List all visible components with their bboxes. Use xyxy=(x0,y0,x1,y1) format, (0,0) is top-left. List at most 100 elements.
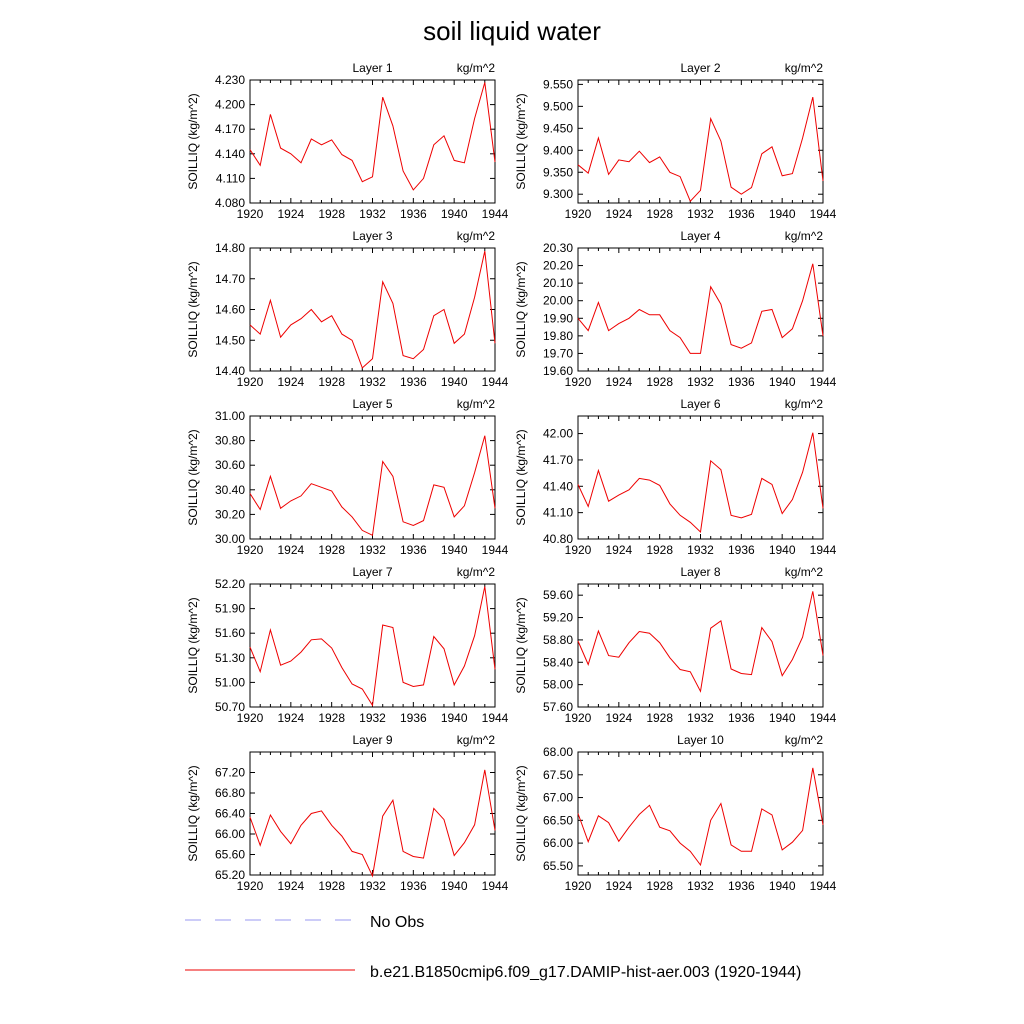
series-line xyxy=(577,767,824,867)
x-tick-label: 1932 xyxy=(687,711,714,725)
y-tick-label: 9.300 xyxy=(543,187,573,201)
y-tick-label: 58.00 xyxy=(543,678,573,692)
y-tick-label: 40.80 xyxy=(543,532,573,546)
x-tick-label: 1936 xyxy=(400,543,427,557)
y-tick-label: 65.50 xyxy=(543,859,573,873)
panel-layer-6: 1920 1924 1928 1932 1936 1940 1944 40.80 41.10 41… xyxy=(514,397,837,557)
plot-frame xyxy=(249,751,496,876)
x-tick-label: 1944 xyxy=(810,375,837,389)
panel-units: kg/m^2 xyxy=(457,229,496,243)
x-tick-label: 1944 xyxy=(482,543,509,557)
y-tick-label: 31.00 xyxy=(215,409,245,423)
y-tick-label: 66.00 xyxy=(215,827,245,841)
panel-title: Layer 10 xyxy=(677,733,724,747)
x-tick-label: 1920 xyxy=(237,711,264,725)
panel-units: kg/m^2 xyxy=(785,61,824,75)
y-tick-label: 19.70 xyxy=(543,346,573,360)
x-tick-label: 1924 xyxy=(605,711,632,725)
y-axis-label: SOILLIQ (kg/m^2) xyxy=(186,597,200,693)
y-tick-label: 58.40 xyxy=(543,655,573,669)
y-axis-label: SOILLIQ (kg/m^2) xyxy=(514,93,528,189)
x-tick-label: 1944 xyxy=(810,543,837,557)
y-axis-label: SOILLIQ (kg/m^2) xyxy=(186,93,200,189)
y-tick-label: 59.20 xyxy=(543,611,573,625)
y-tick-label: 4.170 xyxy=(215,122,245,136)
y-tick-label: 50.70 xyxy=(215,700,245,714)
x-tick-label: 1936 xyxy=(728,879,755,893)
x-tick-label: 1924 xyxy=(605,375,632,389)
x-tick-label: 1940 xyxy=(441,207,468,221)
y-tick-label: 9.450 xyxy=(543,121,573,135)
panel-units: kg/m^2 xyxy=(457,733,496,747)
y-tick-label: 14.40 xyxy=(215,364,245,378)
x-tick-label: 1920 xyxy=(565,879,592,893)
y-tick-label: 66.00 xyxy=(543,836,573,850)
y-tick-label: 66.40 xyxy=(215,807,245,821)
panel-units: kg/m^2 xyxy=(457,397,496,411)
y-axis-label: SOILLIQ (kg/m^2) xyxy=(186,765,200,861)
panel-layer-7: 1920 1924 1928 1932 1936 1940 1944 50.70 51.00 51… xyxy=(186,565,509,725)
series-line xyxy=(249,586,496,707)
y-tick-label: 65.20 xyxy=(215,868,245,882)
x-tick-label: 1936 xyxy=(728,543,755,557)
x-tick-label: 1936 xyxy=(400,711,427,725)
x-tick-label: 1920 xyxy=(565,543,592,557)
x-tick-label: 1940 xyxy=(769,879,796,893)
y-tick-label: 65.60 xyxy=(215,848,245,862)
x-tick-label: 1944 xyxy=(482,879,509,893)
series-line xyxy=(577,263,824,354)
panel-title: Layer 1 xyxy=(352,61,392,75)
panel-title: Layer 5 xyxy=(352,397,392,411)
x-tick-label: 1920 xyxy=(237,375,264,389)
x-tick-label: 1936 xyxy=(400,207,427,221)
panel-layer-9: 1920 1924 1928 1932 1936 1940 1944 65.20 65.60 66… xyxy=(186,733,509,893)
x-tick-label: 1928 xyxy=(318,375,345,389)
x-tick-label: 1936 xyxy=(728,207,755,221)
y-tick-label: 14.50 xyxy=(215,333,245,347)
y-axis-label: SOILLIQ (kg/m^2) xyxy=(514,597,528,693)
y-tick-label: 4.140 xyxy=(215,147,245,161)
panel-title: Layer 7 xyxy=(352,565,392,579)
panel-units: kg/m^2 xyxy=(457,61,496,75)
legend-label-model: b.e21.B1850cmip6.f09_g17.DAMIP-hist-aer.… xyxy=(370,964,801,981)
x-tick-label: 1936 xyxy=(400,879,427,893)
x-tick-label: 1928 xyxy=(646,879,673,893)
y-axis-label: SOILLIQ (kg/m^2) xyxy=(514,429,528,525)
legend: No Obs b.e21.B1850cmip6.f09_g17.DAMIP-hi… xyxy=(185,914,801,981)
y-tick-label: 41.10 xyxy=(543,506,573,520)
x-tick-label: 1944 xyxy=(482,207,509,221)
y-tick-label: 41.40 xyxy=(543,479,573,493)
x-tick-label: 1928 xyxy=(646,207,673,221)
x-tick-label: 1924 xyxy=(277,207,304,221)
panel-layer-3: 1920 1924 1928 1932 1936 1940 1944 14.40 14.50 14… xyxy=(186,229,509,389)
panel-title: Layer 9 xyxy=(352,733,392,747)
y-tick-label: 58.80 xyxy=(543,633,573,647)
y-tick-label: 30.80 xyxy=(215,434,245,448)
plot-frame xyxy=(577,415,824,540)
x-tick-label: 1928 xyxy=(646,375,673,389)
x-tick-label: 1920 xyxy=(565,375,592,389)
panels: 1920 1924 1928 1932 1936 1940 1944 4.080 4.110 4.… xyxy=(186,61,837,893)
x-tick-label: 1944 xyxy=(810,879,837,893)
y-tick-label: 4.080 xyxy=(215,196,245,210)
y-axis-label: SOILLIQ (kg/m^2) xyxy=(186,261,200,357)
y-axis-label: SOILLIQ (kg/m^2) xyxy=(514,261,528,357)
panel-title: Layer 8 xyxy=(680,565,720,579)
panel-title: Layer 2 xyxy=(680,61,720,75)
x-tick-label: 1936 xyxy=(728,711,755,725)
figure-title: soil liquid water xyxy=(423,16,601,46)
x-tick-label: 1924 xyxy=(605,207,632,221)
y-tick-label: 66.50 xyxy=(543,813,573,827)
panel-layer-4: 1920 1924 1928 1932 1936 1940 1944 19.60 19.70 19… xyxy=(514,229,837,389)
series-line xyxy=(249,250,496,369)
panel-units: kg/m^2 xyxy=(785,565,824,579)
x-tick-label: 1932 xyxy=(687,543,714,557)
x-tick-label: 1940 xyxy=(769,543,796,557)
y-tick-label: 51.00 xyxy=(215,675,245,689)
y-tick-label: 42.00 xyxy=(543,427,573,441)
x-tick-label: 1924 xyxy=(277,879,304,893)
plot-frame xyxy=(249,79,496,204)
series-line xyxy=(249,82,496,191)
series-line xyxy=(249,769,496,878)
